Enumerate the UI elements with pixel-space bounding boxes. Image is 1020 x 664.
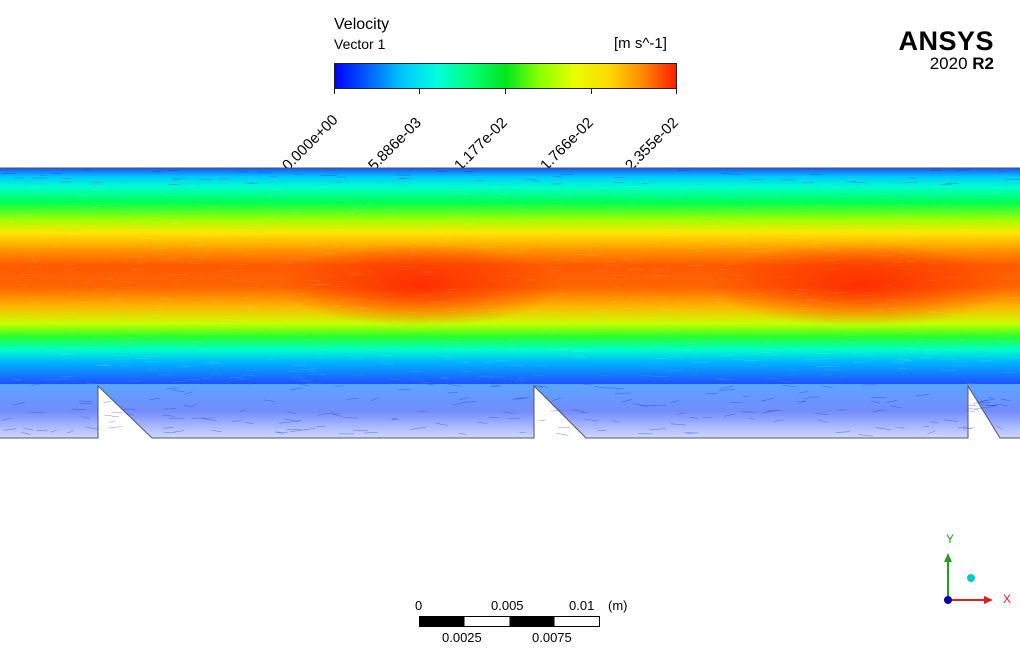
- legend-tick-mark: [505, 88, 506, 94]
- legend-unit: [m s^-1]: [614, 35, 667, 52]
- x-axis-arrow-icon: [984, 596, 993, 604]
- legend-tick-mark: [591, 88, 592, 94]
- ansys-logo: ANSYS 2020 R2: [898, 27, 994, 73]
- y-axis-label: Y: [946, 532, 955, 546]
- legend-tick-mark: [334, 88, 335, 94]
- triad-sphere-icon: [967, 574, 975, 582]
- legend-subtitle: Vector 1: [334, 36, 386, 52]
- logo-version: 2020 R2: [929, 54, 994, 73]
- logo-name: ANSYS: [898, 26, 994, 56]
- x-axis-label: X: [1003, 592, 1012, 606]
- velocity-core: [710, 243, 1010, 327]
- legend-tick-mark: [676, 88, 677, 94]
- channel-wall: [0, 384, 1020, 439]
- scale-unit: (m): [608, 598, 628, 613]
- legend-title: Velocity: [334, 16, 390, 33]
- velocity-core: [280, 243, 560, 327]
- axis-triad[interactable]: [936, 548, 996, 610]
- vector-arrows: [0, 169, 1020, 437]
- scale-label: 0.005: [491, 598, 524, 613]
- y-axis-arrow-icon: [944, 553, 952, 562]
- scale-label: 0.0025: [442, 630, 482, 645]
- scale-label: 0.01: [569, 598, 595, 613]
- legend-tick-mark: [419, 88, 420, 94]
- scale-label: 0: [415, 598, 423, 613]
- scale-bar: [419, 616, 600, 627]
- cavity-flow-field: [0, 384, 1020, 438]
- scale-label: 0.0075: [532, 630, 572, 645]
